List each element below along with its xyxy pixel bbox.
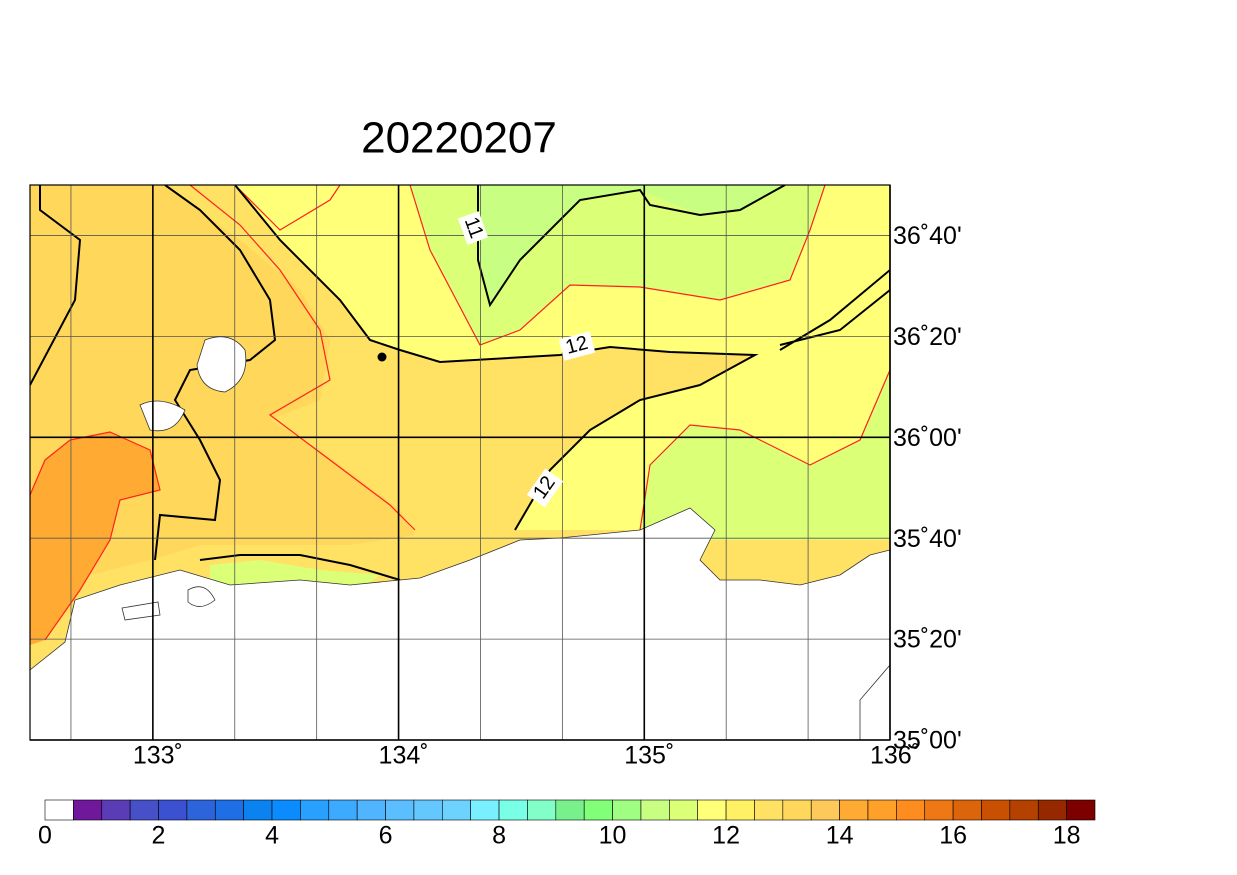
contour [477, 185, 786, 308]
colorbar-box [158, 799, 188, 821]
coast [30, 507, 890, 740]
contour [639, 369, 890, 531]
colorbar-box [413, 799, 443, 821]
colorbar-box [498, 799, 528, 821]
colorbar-box [214, 799, 244, 821]
station [377, 352, 387, 362]
colorbar-box [186, 799, 216, 821]
contour [234, 185, 341, 231]
colorbar-box [328, 799, 358, 821]
peninsula [859, 664, 890, 740]
colorbar-label: 4 [265, 822, 279, 850]
x-tick-label: 135˚ [624, 742, 674, 770]
colorbar-box [243, 799, 273, 821]
colorbar-box [669, 799, 699, 821]
map-title: 20220207 [361, 114, 557, 163]
land [30, 336, 890, 740]
island [187, 586, 216, 607]
colorbar-box [782, 799, 812, 821]
colorbar-box [385, 799, 415, 821]
colorbar-box [271, 799, 301, 821]
colorbar-label: 16 [939, 822, 967, 850]
colorbar-box [867, 799, 897, 821]
contour [189, 185, 416, 531]
colorbar-box [555, 799, 585, 821]
colorbar-box [754, 799, 784, 821]
colorbar-label: 8 [492, 822, 506, 850]
frame [29, 184, 891, 741]
contour [30, 431, 161, 641]
colorbar-box [697, 799, 727, 821]
contour [30, 185, 82, 386]
colorbar-box [1009, 799, 1039, 821]
contour [199, 554, 401, 581]
colorbar-box [441, 799, 471, 821]
colorbar-box [470, 799, 500, 821]
field [30, 185, 890, 740]
contour [409, 185, 826, 346]
x-tick-label: 133˚ [133, 742, 183, 770]
axes: 133˚ 134˚ 135˚ 136˚35˚00' 35˚20' 35˚40' 36˚00'… [133, 222, 962, 770]
colorbar-box [725, 799, 755, 821]
y-tick-label: 36˚40' [893, 222, 962, 250]
y-tick-label: 35˚20' [893, 626, 962, 654]
contours-red [30, 185, 890, 641]
colorbar-box [952, 799, 982, 821]
x-tick-label: 136˚ [870, 742, 920, 770]
region [640, 370, 890, 540]
contours-black [30, 185, 890, 581]
y-tick-label: 36˚00' [893, 424, 962, 452]
colorbar-box [101, 799, 131, 821]
colorbar-box [839, 799, 869, 821]
colorbar-label: 6 [379, 822, 393, 850]
y-tick-label: 36˚20' [893, 323, 962, 351]
colorbar-label: 18 [1053, 822, 1081, 850]
colorbar-label: 0 [38, 822, 52, 850]
colorbar-label: 2 [152, 822, 166, 850]
colorbar-box [612, 799, 642, 821]
x-tick-label: 134˚ [379, 742, 429, 770]
colorbar-label: 14 [826, 822, 854, 850]
colorbar-box [300, 799, 330, 821]
colorbar-box [1066, 799, 1096, 821]
contour [779, 268, 890, 351]
region [480, 185, 785, 305]
colorbar-box [44, 799, 74, 821]
colorbar-box [810, 799, 840, 821]
colorbar: 0 2 4 6 8 10 12 14 16 18 [38, 799, 1096, 850]
colorbar-box [527, 799, 557, 821]
colorbar-box [924, 799, 954, 821]
contour [234, 185, 759, 531]
contour [154, 185, 277, 561]
island [196, 336, 247, 393]
colorbar-box [73, 799, 103, 821]
colorbar-box [583, 799, 613, 821]
colorbar-box [640, 799, 670, 821]
colorbar-box [356, 799, 386, 821]
colorbar-box [896, 799, 926, 821]
y-tick-label: 35˚00' [893, 727, 962, 755]
colorbar-box [981, 799, 1011, 821]
y-tick-label: 35˚40' [893, 525, 962, 553]
colorbar-box [129, 799, 159, 821]
colorbar-label: 12 [712, 822, 740, 850]
colorbar-box [1037, 799, 1067, 821]
island [121, 601, 161, 621]
colorbar-label: 10 [599, 822, 627, 850]
